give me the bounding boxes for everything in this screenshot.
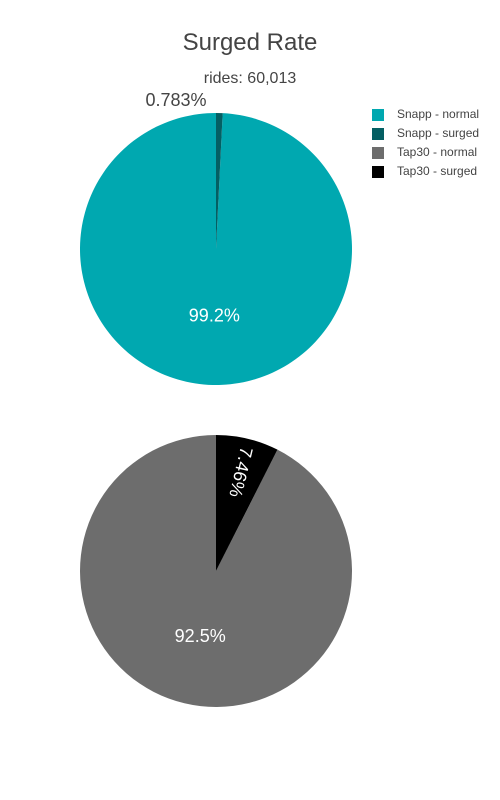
slice-label-tap30-normal: 92.5% (175, 626, 226, 646)
slice-label-snapp-surged: 0.783% (145, 90, 206, 110)
legend-label-snapp-surged[interactable]: Snapp - surged (397, 126, 479, 140)
legend-swatch-tap30-surged[interactable] (372, 166, 384, 178)
legend-label-snapp-normal[interactable]: Snapp - normal (397, 107, 479, 121)
chart-legend: Snapp - normal Snapp - surged Tap30 - norm… (372, 107, 479, 178)
legend-swatch-tap30-normal[interactable] (372, 147, 384, 159)
pie-slice-snapp-surged (216, 113, 223, 249)
tap30-pie: 92.5%7.46% (80, 435, 353, 707)
legend-label-tap30-normal[interactable]: Tap30 - normal (397, 145, 477, 159)
pie-slice-tap30-surged (216, 435, 278, 571)
chart-title: Surged Rate (183, 29, 318, 56)
slice-label-snapp-normal: 99.2% (189, 306, 240, 326)
snapp-pie: 99.2% 0.783% (79, 90, 352, 385)
legend-label-tap30-surged[interactable]: Tap30 - surged (397, 164, 477, 178)
pie-slice-snapp-normal (79, 113, 352, 385)
pie-slice-tap30-normal (80, 435, 353, 707)
chart-subtitle: rides: 60,013 (204, 70, 297, 87)
legend-swatch-snapp-normal[interactable] (372, 109, 384, 121)
legend-swatch-snapp-surged[interactable] (372, 128, 384, 140)
